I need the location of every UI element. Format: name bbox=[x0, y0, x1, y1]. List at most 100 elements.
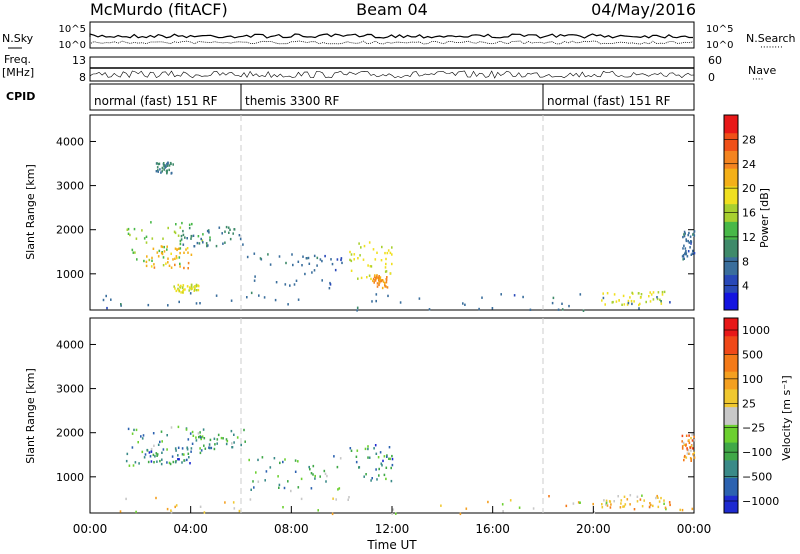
power-cell bbox=[198, 242, 201, 245]
power-colorbar-segment bbox=[724, 115, 738, 134]
power-colorbar-tick-label: 16 bbox=[742, 207, 756, 220]
velocity-cell bbox=[347, 498, 349, 501]
power-cell bbox=[683, 230, 686, 234]
power-cell bbox=[174, 263, 176, 267]
power-colorbar-segment bbox=[724, 150, 738, 169]
velocity-cell bbox=[200, 437, 202, 441]
velocity-cell bbox=[310, 472, 313, 475]
velocity-cell bbox=[693, 439, 696, 442]
power-cell bbox=[357, 257, 359, 260]
velocity-cell bbox=[222, 437, 224, 440]
power-cell bbox=[197, 235, 200, 238]
power-cell bbox=[239, 237, 242, 241]
velocity-cell bbox=[682, 441, 685, 445]
velocity-cell bbox=[159, 440, 161, 444]
power-cell bbox=[228, 231, 230, 234]
power-cell bbox=[162, 162, 165, 165]
velocity-cell bbox=[395, 512, 397, 515]
power-cell bbox=[375, 293, 378, 296]
power-cell bbox=[145, 241, 148, 244]
power-cell bbox=[687, 250, 690, 253]
power-cell bbox=[372, 279, 374, 283]
power-cell bbox=[132, 251, 135, 254]
power-cell bbox=[278, 255, 281, 258]
velocity-cell bbox=[189, 432, 192, 435]
velocity-cell bbox=[233, 441, 235, 444]
velocity-colorbar-segment bbox=[724, 459, 738, 479]
velocity-cell bbox=[210, 446, 213, 450]
power-cell bbox=[193, 285, 196, 288]
velocity-cell bbox=[174, 505, 176, 509]
velocity-xtick-label: 16:00 bbox=[475, 522, 510, 536]
power-cell bbox=[380, 259, 383, 262]
velocity-cell bbox=[135, 510, 137, 514]
velocity-cell bbox=[220, 436, 223, 440]
velocity-cell bbox=[440, 504, 442, 507]
power-cell bbox=[190, 285, 193, 288]
power-cell bbox=[685, 238, 687, 241]
velocity-cell bbox=[208, 443, 211, 446]
velocity-cell bbox=[684, 454, 686, 458]
velocity-cell bbox=[367, 445, 369, 448]
velocity-cell bbox=[620, 502, 622, 505]
power-cell bbox=[606, 292, 609, 295]
velocity-cell bbox=[199, 431, 201, 434]
power-cell bbox=[146, 255, 148, 258]
power-cell bbox=[179, 239, 182, 243]
power-cell bbox=[178, 247, 180, 250]
power-cell bbox=[687, 239, 689, 243]
power-ytick-label: 4000 bbox=[56, 135, 84, 148]
power-cell bbox=[329, 281, 331, 285]
power-cell bbox=[368, 241, 371, 244]
power-cell bbox=[693, 234, 696, 237]
power-cell bbox=[131, 248, 134, 252]
power-panel: 1000 2000 3000 4000 Slant Range [km] 4 8 12 16… bbox=[24, 114, 771, 312]
velocity-cell bbox=[171, 455, 174, 458]
power-cell bbox=[156, 162, 158, 165]
velocity-cell bbox=[170, 510, 173, 514]
velocity-cell bbox=[157, 443, 160, 446]
power-cell bbox=[164, 164, 166, 167]
velocity-colorbar-tick-label: −1000 bbox=[742, 495, 779, 508]
velocity-cell bbox=[685, 444, 687, 447]
velocity-cell bbox=[174, 447, 177, 450]
velocity-cell bbox=[622, 505, 624, 508]
nave-label: Nave bbox=[748, 64, 776, 77]
velocity-cell bbox=[264, 479, 266, 482]
velocity-cell bbox=[146, 448, 148, 452]
velocity-cell bbox=[119, 510, 122, 513]
power-cell bbox=[350, 259, 353, 263]
velocity-cell bbox=[278, 483, 281, 487]
velocity-colorbar-segment bbox=[724, 318, 738, 337]
power-cell bbox=[627, 301, 630, 305]
velocity-cell bbox=[669, 503, 671, 507]
power-cell bbox=[645, 300, 647, 304]
power-cell bbox=[136, 258, 138, 261]
nsearch-tick-bottom: 10^0 bbox=[706, 40, 733, 51]
velocity-cell bbox=[626, 498, 629, 501]
power-yaxis: 1000 2000 3000 4000 bbox=[56, 135, 694, 281]
velocity-cell bbox=[681, 440, 683, 443]
nsky-trace bbox=[89, 33, 693, 39]
power-cell bbox=[633, 300, 635, 303]
velocity-cell bbox=[202, 428, 205, 431]
power-cell bbox=[120, 304, 122, 307]
velocity-cell bbox=[593, 511, 595, 514]
velocity-cell bbox=[336, 465, 339, 469]
power-cell bbox=[384, 283, 386, 286]
velocity-cell bbox=[629, 494, 632, 497]
velocity-cell bbox=[385, 466, 388, 469]
velocity-cell bbox=[620, 499, 623, 502]
power-cell bbox=[157, 255, 160, 258]
velocity-cell bbox=[132, 464, 135, 467]
power-cell bbox=[682, 247, 684, 250]
power-cell bbox=[162, 237, 164, 240]
power-cell bbox=[246, 255, 249, 259]
power-cell bbox=[297, 260, 300, 263]
power-cell bbox=[173, 230, 176, 233]
power-cell bbox=[145, 235, 148, 238]
velocity-cell bbox=[355, 455, 358, 458]
velocity-cell bbox=[160, 430, 163, 433]
power-cell bbox=[156, 166, 159, 169]
power-cell bbox=[640, 293, 643, 296]
